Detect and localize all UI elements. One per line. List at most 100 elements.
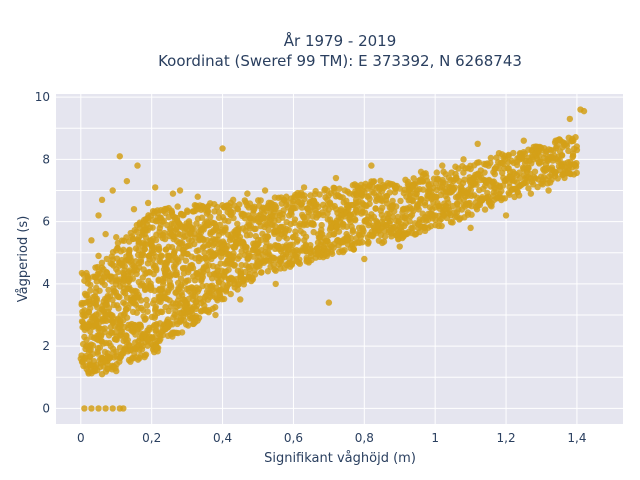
scatter-point [84, 274, 92, 281]
scatter-point [341, 246, 348, 254]
scatter-point [215, 209, 223, 216]
scatter-point [272, 280, 279, 288]
scatter-point [310, 221, 317, 228]
scatter-point [264, 233, 271, 240]
scatter-point [525, 185, 532, 192]
scatter-point [378, 218, 386, 225]
x-tick-label: 1,2 [497, 431, 516, 445]
scatter-point [203, 266, 211, 274]
scatter-point [252, 225, 259, 233]
scatter-point [461, 176, 468, 183]
scatter-point [120, 299, 127, 306]
scatter-point [481, 169, 488, 176]
scatter-point [121, 263, 128, 270]
scatter-point [509, 168, 517, 176]
scatter-point [283, 235, 291, 242]
scatter-point [102, 405, 109, 412]
scatter-point [552, 137, 559, 144]
scatter-point [296, 256, 303, 263]
scatter-point [222, 268, 230, 275]
scatter-point [409, 225, 416, 232]
scatter-point [235, 281, 242, 288]
scatter-point [162, 246, 170, 253]
scatter-point [291, 216, 299, 223]
scatter-point [343, 223, 351, 230]
scatter-point [113, 348, 120, 355]
scatter-point [87, 281, 94, 289]
scatter-point [244, 190, 251, 197]
scatter-point [431, 212, 439, 219]
scatter-point [240, 281, 248, 288]
scatter-point [278, 260, 285, 267]
scatter-point [151, 314, 158, 321]
scatter-point [178, 329, 186, 336]
scatter-point [178, 289, 185, 296]
scatter-point [183, 207, 191, 214]
scatter-point [545, 187, 552, 194]
scatter-point [531, 168, 539, 175]
scatter-point [116, 153, 123, 160]
scatter-point [144, 199, 152, 207]
scatter-point [318, 221, 325, 229]
scatter-point [88, 405, 95, 412]
scatter-point [95, 212, 102, 219]
scatter-point [131, 299, 139, 307]
scatter-point [467, 224, 474, 232]
scatter-point [243, 244, 250, 251]
scatter-point [325, 299, 333, 306]
tick-labels: 0 0,2 0,4 0,6 0,8 1 1,2 1,4 0 2 4 6 8 10 [35, 90, 587, 445]
scatter-point [187, 230, 194, 238]
scatter-point [449, 219, 456, 226]
x-tick-label: 0,4 [213, 431, 232, 445]
scatter-point [487, 154, 495, 162]
scatter-point [336, 185, 343, 192]
scatter-point [272, 267, 279, 274]
x-tick-label: 1,4 [567, 431, 586, 445]
scatter-point [389, 181, 396, 188]
scatter-point [572, 134, 579, 141]
scatter-point [185, 295, 192, 303]
scatter-point [359, 239, 366, 246]
scatter-point [488, 203, 495, 210]
scatter-point [573, 169, 580, 177]
scatter-point [266, 243, 274, 250]
scatter-point [173, 271, 180, 278]
scatter-point [396, 243, 403, 250]
scatter-point [316, 191, 323, 198]
scatter-point [261, 187, 269, 194]
scatter-point [152, 236, 160, 244]
scatter-point [559, 171, 566, 179]
scatter-point [301, 195, 308, 203]
scatter-point [222, 224, 229, 231]
scatter-point [354, 209, 361, 216]
scatter-point [573, 146, 581, 154]
scatter-point [292, 204, 299, 212]
scatter-point [389, 197, 396, 205]
y-axis-title: Vågperiod (s) [16, 216, 31, 303]
scatter-point [118, 328, 126, 335]
scatter-point [234, 220, 241, 228]
scatter-point [142, 315, 149, 322]
scatter-point [513, 161, 521, 169]
scatter-point [502, 212, 510, 219]
scatter-point [98, 196, 106, 204]
scatter-point [194, 193, 201, 200]
y-tick-label: 0 [42, 401, 50, 415]
scatter-point [231, 244, 239, 251]
scatter-point [237, 296, 244, 303]
scatter-point [195, 314, 203, 322]
scatter-point [415, 206, 422, 213]
scatter-point [335, 228, 343, 235]
y-tick-label: 4 [42, 277, 50, 291]
scatter-point [349, 227, 357, 234]
scatter-point [563, 140, 570, 147]
scatter-point [77, 355, 85, 362]
scatter-point [143, 302, 151, 309]
scatter-point [449, 202, 457, 210]
scatter-point [527, 190, 535, 197]
scatter-point [302, 233, 310, 240]
data-points [77, 106, 588, 412]
x-tick-label: 0,6 [284, 431, 303, 445]
scatter-point [84, 321, 92, 328]
scatter-point [152, 253, 160, 260]
